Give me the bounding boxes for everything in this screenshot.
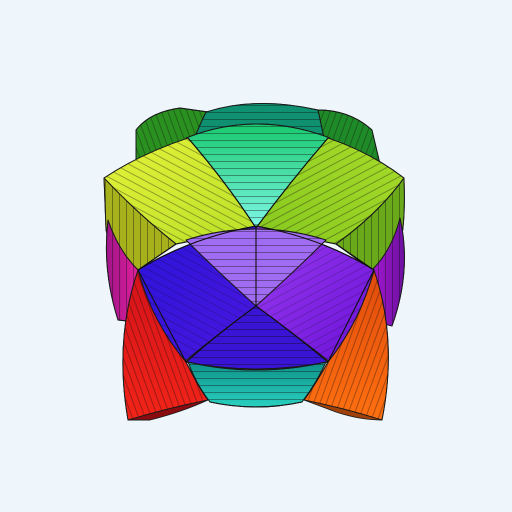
bottom-underside-left [127, 399, 209, 421]
olive-right-side [335, 177, 405, 271]
crease-lines [137, 137, 375, 363]
bottom-underside-right [303, 399, 383, 421]
orange-lower-face [303, 269, 389, 421]
bottom-teal-spindle [187, 361, 327, 408]
red-lower-face [122, 269, 209, 421]
